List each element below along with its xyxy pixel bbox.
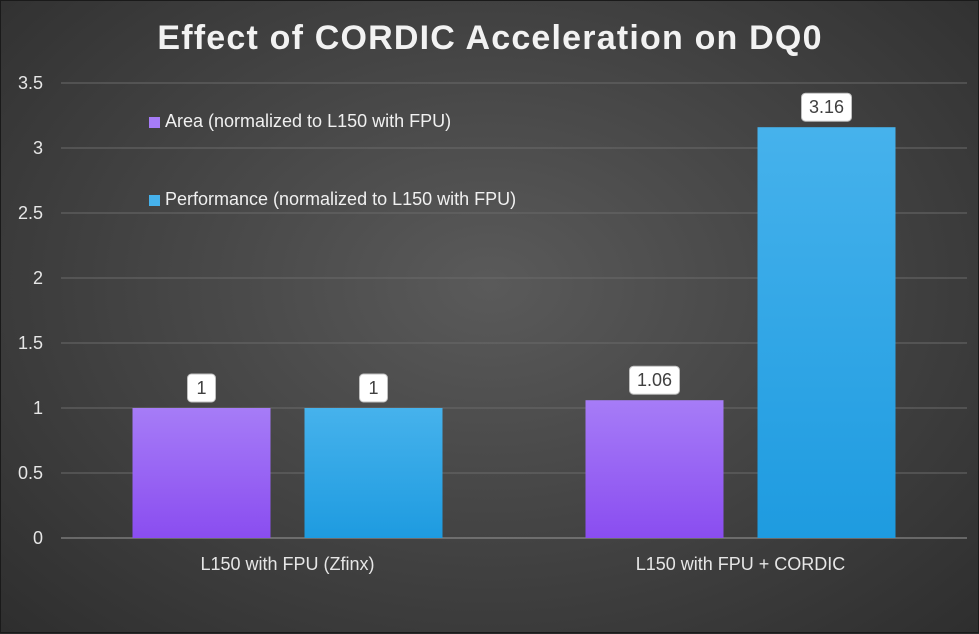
y-tick-label: 1 — [33, 398, 43, 418]
x-category-label: L150 with FPU (Zfinx) — [200, 554, 374, 574]
bar-area — [132, 408, 271, 538]
y-tick-label: 2.5 — [18, 203, 43, 223]
bars — [132, 127, 896, 538]
y-tick-label: 1.5 — [18, 333, 43, 353]
chart-title: Effect of CORDIC Acceleration on DQ0 — [157, 19, 822, 57]
data-labels: 1 1 1.06 3.16 — [187, 92, 852, 403]
data-label-box — [801, 92, 852, 122]
data-label: 1.06 — [637, 370, 672, 390]
legend-label-area: Area (normalized to L150 with FPU) — [165, 111, 451, 131]
legend-label-performance: Performance (normalized to L150 with FPU… — [165, 189, 516, 209]
data-label: 3.16 — [809, 97, 844, 117]
bar-performance — [304, 408, 443, 538]
x-axis-categories: L150 with FPU (Zfinx) L150 with FPU + COR… — [200, 554, 845, 574]
y-tick-label: 3 — [33, 138, 43, 158]
y-axis-ticks: 0 0.5 1 1.5 2 2.5 3 3.5 — [18, 73, 43, 548]
bar-area — [585, 400, 724, 538]
y-tick-label: 3.5 — [18, 73, 43, 93]
x-category-label: L150 with FPU + CORDIC — [636, 554, 846, 574]
y-tick-label: 0 — [33, 528, 43, 548]
data-label-box — [359, 373, 388, 403]
data-label: 1 — [196, 378, 206, 398]
data-label-box — [187, 373, 216, 403]
legend-swatch-performance — [149, 195, 160, 206]
data-label: 1 — [368, 378, 378, 398]
y-tick-label: 0.5 — [18, 463, 43, 483]
data-label-box — [629, 365, 680, 395]
bar-performance — [757, 127, 896, 538]
y-tick-label: 2 — [33, 268, 43, 288]
legend: Area (normalized to L150 with FPU) Perfor… — [149, 111, 516, 209]
legend-swatch-area — [149, 117, 160, 128]
